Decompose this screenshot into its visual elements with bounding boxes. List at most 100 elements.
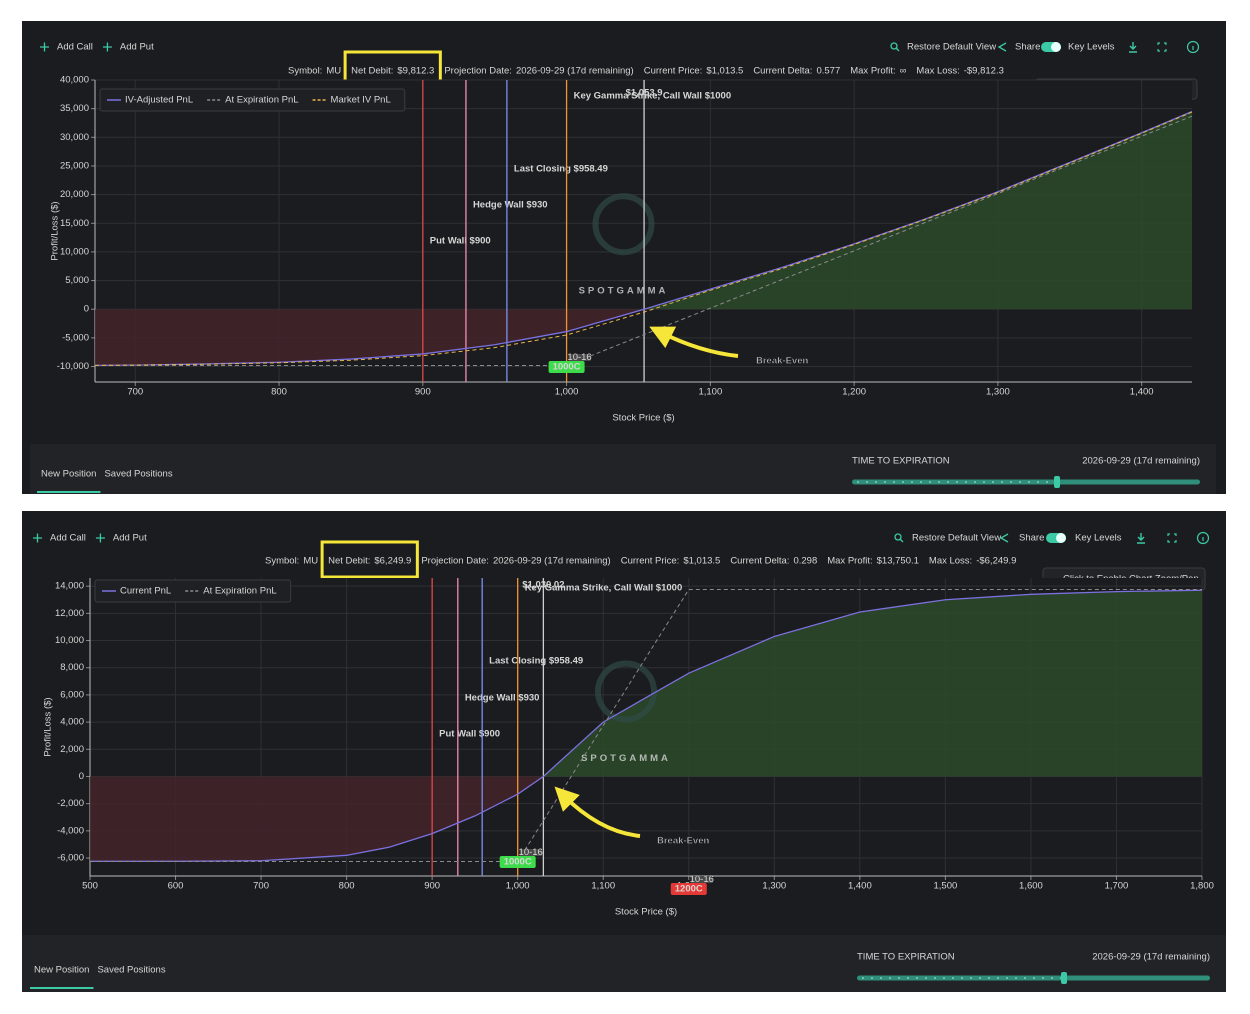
legend-label: At Expiration PnL bbox=[203, 586, 276, 597]
action-button[interactable]: Add Call bbox=[50, 533, 86, 544]
slider-dot bbox=[1037, 481, 1039, 483]
x-axis-label: Stock Price ($) bbox=[615, 907, 677, 918]
y-tick-label: 12,000 bbox=[55, 608, 84, 619]
info-label: Current Price: bbox=[644, 66, 703, 77]
slider-dot bbox=[916, 977, 918, 979]
expiry-value: 2026-09-29 (17d remaining) bbox=[1092, 952, 1210, 963]
info-value: -$6,249.9 bbox=[976, 556, 1016, 567]
info-label: Projection Date: bbox=[444, 66, 512, 77]
slider-dot bbox=[988, 977, 990, 979]
expiry-value: 2026-09-29 (17d remaining) bbox=[1082, 456, 1200, 467]
slider-track[interactable] bbox=[852, 479, 1200, 485]
tab[interactable]: Saved Positions bbox=[104, 469, 172, 480]
info-value: $1,013.5 bbox=[706, 66, 743, 77]
y-tick-label: -10,000 bbox=[57, 361, 89, 372]
slider-dot bbox=[893, 481, 895, 483]
x-axis-label: Stock Price ($) bbox=[612, 413, 674, 424]
legend: Current PnL At Expiration PnL bbox=[94, 579, 292, 603]
download-icon[interactable] bbox=[1129, 42, 1137, 53]
expand-icon[interactable] bbox=[1157, 42, 1167, 52]
tool-button[interactable]: Key Levels bbox=[1075, 533, 1122, 544]
info-value: $9,812.3 bbox=[397, 66, 434, 77]
info-label: Symbol: bbox=[288, 66, 322, 77]
x-tick-label: 1,700 bbox=[1105, 881, 1129, 892]
key-level-label: Key Gamma Strike, Call Wall $1000 bbox=[525, 583, 683, 594]
info-label: Current Price: bbox=[621, 556, 680, 567]
tool-button[interactable]: Restore Default View bbox=[912, 533, 1001, 544]
info-value: -$9,812.3 bbox=[964, 66, 1004, 77]
slider-dot bbox=[1019, 481, 1021, 483]
x-tick-label: 1,300 bbox=[762, 881, 786, 892]
option-marker-label: 1000C bbox=[553, 362, 581, 373]
slider-thumb[interactable] bbox=[1061, 972, 1067, 984]
option-marker bbox=[670, 883, 707, 895]
slider-dot bbox=[961, 977, 963, 979]
action-button[interactable]: Add Put bbox=[120, 42, 154, 53]
x-tick-label: 700 bbox=[127, 387, 143, 398]
key-level-label: Put Wall $900 bbox=[439, 729, 500, 740]
info-value: ∞ bbox=[900, 66, 907, 77]
tool-button[interactable]: Key Levels bbox=[1068, 42, 1115, 53]
x-tick-label: 1,400 bbox=[848, 881, 872, 892]
search-icon bbox=[894, 533, 902, 541]
x-tick-label: 700 bbox=[253, 881, 269, 892]
chart: 14,000 12,000 10,000 8,000 6,000 4,000 2,000 0 -… bbox=[43, 578, 1214, 918]
y-tick-label: 0 bbox=[84, 304, 89, 315]
info-icon[interactable] bbox=[1196, 531, 1210, 545]
plus-icon bbox=[33, 533, 42, 543]
expand-icon[interactable] bbox=[1167, 533, 1177, 543]
y-tick-label: 4,000 bbox=[60, 717, 84, 728]
action-button[interactable]: Add Call bbox=[57, 42, 93, 53]
y-tick-label: -5,000 bbox=[62, 332, 89, 343]
annotation-arrow bbox=[649, 326, 739, 358]
slider-dot bbox=[1024, 977, 1026, 979]
toggle-knob bbox=[1051, 42, 1061, 52]
search-icon bbox=[899, 538, 904, 543]
tool-button[interactable]: Share bbox=[1015, 42, 1040, 53]
key-level-label: Hedge Wall $930 bbox=[473, 200, 548, 211]
slider-dot bbox=[1042, 977, 1044, 979]
info-label: Current Delta: bbox=[730, 556, 789, 567]
slider-dot bbox=[952, 977, 954, 979]
download-icon[interactable] bbox=[1137, 533, 1145, 544]
option-marker-label: 1200C bbox=[675, 884, 703, 895]
tab[interactable]: New Position bbox=[41, 469, 96, 480]
y-tick-label: 35,000 bbox=[60, 103, 89, 114]
annotation: Break-Even bbox=[756, 356, 808, 367]
series-line bbox=[94, 110, 1193, 367]
x-tick-label: 1,100 bbox=[698, 387, 722, 398]
slider-dot bbox=[1033, 977, 1035, 979]
info-value: MU bbox=[303, 556, 318, 567]
info-label: Max Profit: bbox=[827, 556, 872, 567]
x-tick-label: 1,200 bbox=[842, 387, 866, 398]
x-tick-label: 1,400 bbox=[1130, 387, 1154, 398]
x-tick-label: 900 bbox=[424, 881, 440, 892]
slider-dot bbox=[956, 481, 958, 483]
info-icon[interactable] bbox=[1186, 40, 1200, 54]
y-tick-label: 20,000 bbox=[60, 189, 89, 200]
y-tick-label: 10,000 bbox=[60, 246, 89, 257]
legend-box bbox=[99, 88, 406, 112]
action-button[interactable]: Add Put bbox=[113, 533, 147, 544]
tab[interactable]: Saved Positions bbox=[97, 965, 165, 976]
plus-icon bbox=[95, 533, 105, 543]
y-tick-label: -4,000 bbox=[57, 825, 84, 836]
x-tick-label: 1,000 bbox=[555, 387, 579, 398]
y-tick-label: 40,000 bbox=[60, 75, 89, 86]
tab[interactable]: New Position bbox=[34, 965, 89, 976]
search-icon bbox=[895, 47, 900, 52]
info-value: $13,750.1 bbox=[877, 556, 919, 567]
slider-thumb[interactable] bbox=[1054, 476, 1060, 488]
legend-label: Market IV PnL bbox=[331, 95, 391, 106]
tool-button[interactable]: Restore Default View bbox=[907, 42, 996, 53]
slider-dot bbox=[934, 977, 936, 979]
y-tick-label: 0 bbox=[79, 771, 84, 782]
slider-dot bbox=[907, 977, 909, 979]
legend: IV-Adjusted PnL At Expiration PnL Market I… bbox=[99, 88, 406, 112]
x-tick-label: 1,500 bbox=[933, 881, 957, 892]
y-tick-label: 10,000 bbox=[55, 635, 84, 646]
slider-dot bbox=[979, 977, 981, 979]
slider-dot bbox=[1028, 481, 1030, 483]
tool-button[interactable]: Share bbox=[1019, 533, 1044, 544]
legend-label: IV-Adjusted PnL bbox=[125, 95, 193, 106]
